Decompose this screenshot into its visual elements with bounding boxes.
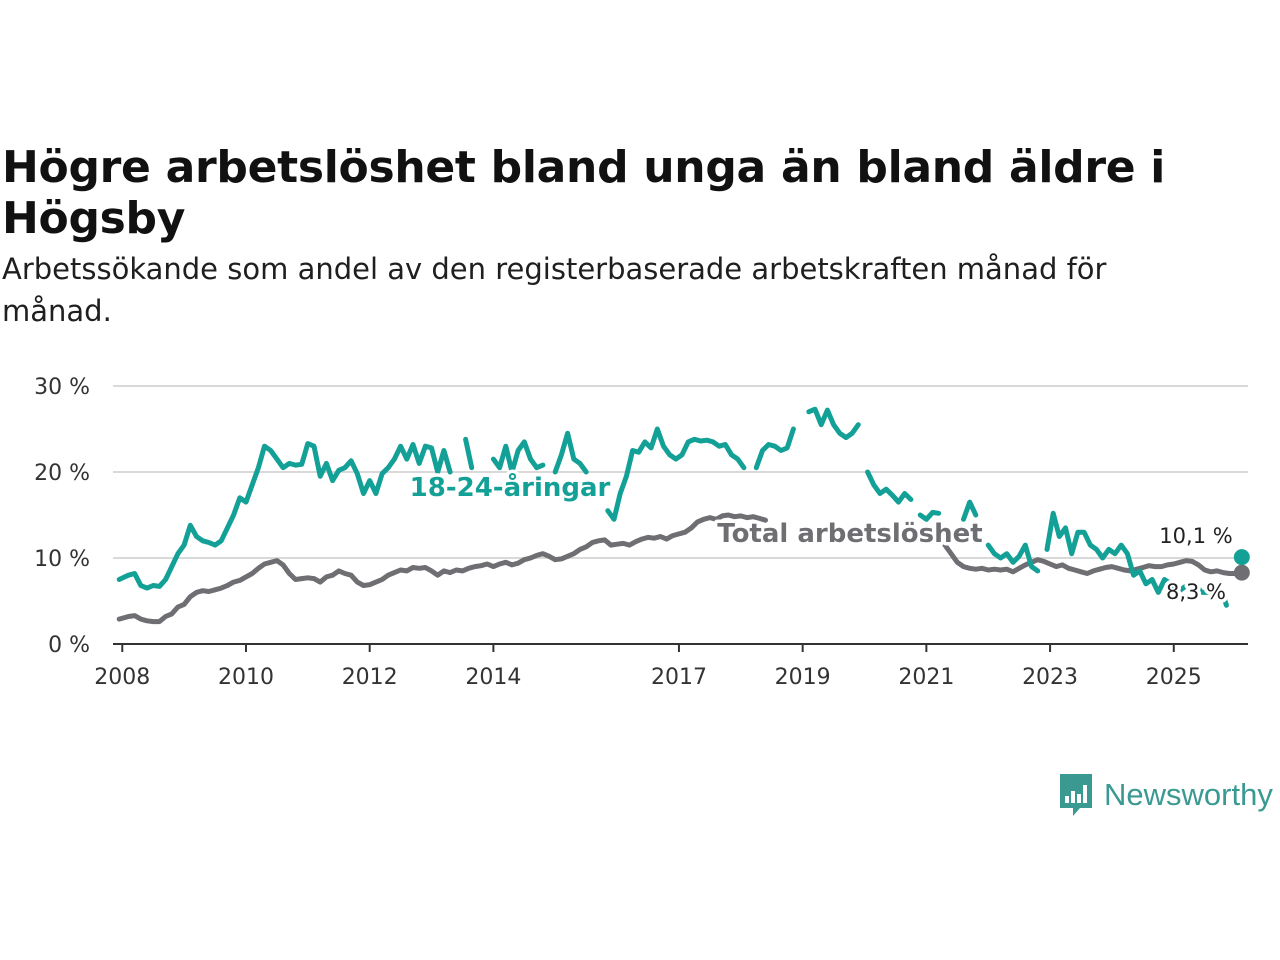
series-label-youth-halo: 18-24-åringar <box>410 471 611 503</box>
end-value-label-total: 8,3 % <box>1166 580 1226 604</box>
axis-layer: 0 % 10 % 20 % 30 % 2008 2010 2012 2014 2017 2019 2… <box>34 375 1248 690</box>
series-end-point-total <box>1233 564 1250 581</box>
series-line-youth <box>865 469 914 505</box>
series-line-youth <box>463 436 475 471</box>
x-tick-label: 2025 <box>1146 665 1202 690</box>
y-tick-label: 10 % <box>34 547 90 572</box>
chart-title: Högre arbetslöshet bland unga än bland ä… <box>2 142 1166 244</box>
x-tick-label: 2023 <box>1022 665 1078 690</box>
y-tick-label: 0 % <box>48 633 90 658</box>
y-tick-label: 30 % <box>34 375 90 400</box>
series-line-youth <box>1044 510 1229 608</box>
newsworthy-bar-chart-icon <box>1060 774 1092 816</box>
grid-layer <box>113 385 1248 559</box>
x-tick-label: 2019 <box>775 665 831 690</box>
logo-text: Newsworthy <box>1104 777 1273 812</box>
series-line-youth <box>985 542 1041 574</box>
series-line-youth <box>552 430 589 475</box>
series-line-youth <box>806 406 861 441</box>
series-label-youth: 18-24-åringar <box>410 471 611 503</box>
series-line-total <box>116 512 768 625</box>
end-value-label-youth: 10,1 % <box>1159 524 1232 548</box>
series-label-total-halo: Total arbetslöshet <box>717 519 982 549</box>
series-line-total <box>942 542 1239 576</box>
x-tick-label: 2017 <box>651 665 707 690</box>
series-line-youth <box>605 426 747 522</box>
x-tick-label: 2010 <box>218 665 274 690</box>
series-label-total: Total arbetslöshet <box>717 519 982 549</box>
end-value-label-total-halo: 8,3 % <box>1166 580 1226 604</box>
series-end-point-youth <box>1233 549 1250 566</box>
x-tick-label: 2014 <box>465 665 521 690</box>
newsworthy-logo: Newsworthy <box>1058 772 1273 818</box>
chart-subtitle: Arbetssökande som andel av den registerb… <box>2 252 1107 328</box>
x-tick-label: 2021 <box>898 665 954 690</box>
x-tick-label: 2008 <box>94 665 150 690</box>
x-tick-label: 2012 <box>342 665 398 690</box>
y-tick-label: 20 % <box>34 461 90 486</box>
series-line-youth <box>490 439 546 475</box>
end-value-label-youth-halo: 10,1 % <box>1159 524 1232 548</box>
series-line-youth <box>961 499 979 522</box>
series-layer <box>116 406 1250 625</box>
series-line-youth <box>917 509 942 522</box>
series-line-youth <box>753 426 796 471</box>
series-line-youth <box>116 441 453 591</box>
